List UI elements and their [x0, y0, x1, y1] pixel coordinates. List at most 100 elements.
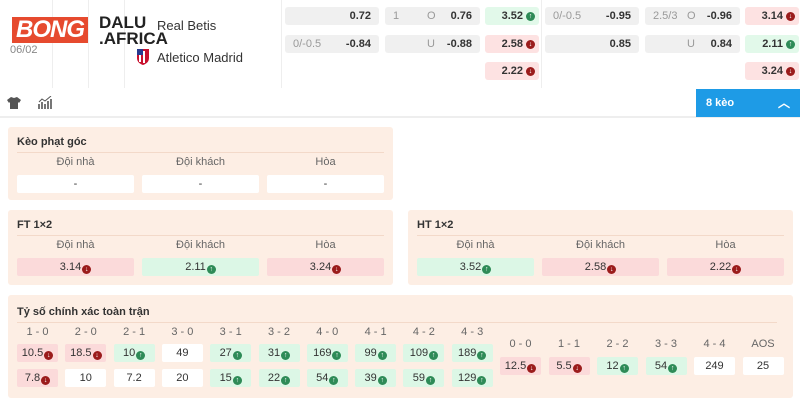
- score-odds-cell[interactable]: 12 ↑: [597, 357, 638, 375]
- odds-value: 7.8: [24, 372, 41, 384]
- odds-value: 10: [122, 347, 136, 359]
- score-odds-cell[interactable]: 39 ↑: [355, 369, 397, 387]
- score-odds-cell[interactable]: 22 ↑: [258, 369, 300, 387]
- odds-value: 12: [606, 360, 619, 372]
- divider: [52, 0, 53, 88]
- odds-value: 3.24: [309, 261, 332, 273]
- score-odds-cell[interactable]: 25: [742, 357, 784, 375]
- odds-value: 2.22: [501, 65, 523, 77]
- odds-value: 18.5: [70, 347, 92, 359]
- column-label: Đội nhà: [56, 156, 95, 168]
- odds-line: 1: [393, 10, 400, 22]
- odds-value: 189: [458, 347, 477, 359]
- score-odds-cell[interactable]: 12.5 ↓: [500, 357, 541, 375]
- odds-cell[interactable]: 2.11 ↑: [142, 258, 259, 276]
- score-label: 4 - 3: [461, 326, 484, 338]
- odds-value: 12.5: [504, 360, 527, 372]
- arrow-up-icon: ↑: [477, 351, 487, 360]
- score-odds-cell[interactable]: 10.5 ↓: [17, 344, 58, 362]
- odds-cell[interactable]: 3.52 ↑: [417, 258, 534, 276]
- score-odds-cell[interactable]: 27 ↑: [210, 344, 252, 362]
- score-odds-cell[interactable]: 7.8 ↓: [17, 369, 58, 387]
- odds-cell[interactable]: 2.58 ↓: [485, 35, 539, 53]
- odds-value: -0.95: [605, 10, 631, 22]
- arrow-down-icon: ↓: [526, 66, 535, 76]
- arrow-up-icon: ↑: [329, 376, 339, 385]
- odds-value: 169: [313, 347, 332, 359]
- odds-cell[interactable]: 2.58 ↓: [542, 258, 659, 276]
- odds-cell[interactable]: -: [267, 175, 384, 193]
- odds-cell[interactable]: 0/-0.5 -0.95: [545, 7, 639, 25]
- odds-cell[interactable]: 3.52 ↑: [485, 7, 539, 25]
- odds-cell[interactable]: 2.5/3 O -0.96: [645, 7, 740, 25]
- score-odds-cell[interactable]: 169 ↑: [306, 344, 348, 362]
- divider: [417, 235, 784, 236]
- odds-cell[interactable]: -: [17, 175, 134, 193]
- correct-score-panel: Tỷ số chính xác toàn trận 1 - 0 10.5 ↓ 7.8 ↓ 2…: [8, 295, 793, 398]
- odds-cell[interactable]: -: [142, 175, 259, 193]
- odds-side: O: [427, 10, 436, 22]
- score-odds-cell[interactable]: 7.2: [113, 369, 155, 387]
- score-odds-cell[interactable]: 5.5 ↓: [548, 357, 590, 375]
- odds-cell[interactable]: 1 O 0.76: [385, 7, 480, 25]
- odds-cell[interactable]: 0.72: [285, 7, 379, 25]
- odds-line: 0/-0.5: [553, 10, 582, 22]
- score-odds-cell[interactable]: 189 ↑: [451, 344, 493, 362]
- score-label: 4 - 4: [703, 338, 726, 350]
- score-odds-cell[interactable]: 49: [161, 344, 203, 362]
- odds-cell[interactable]: 3.14 ↓: [17, 258, 134, 276]
- score-odds-cell[interactable]: 54 ↑: [645, 357, 687, 375]
- odds-cell[interactable]: U -0.88: [385, 35, 480, 53]
- score-odds-cell[interactable]: 31 ↑: [258, 344, 300, 362]
- column-label: Hòa: [315, 156, 336, 168]
- odds-cell[interactable]: 0.85: [545, 35, 639, 53]
- divider: [541, 0, 542, 88]
- score-label: 3 - 3: [654, 338, 677, 350]
- odds-cell[interactable]: 2.11 ↑: [745, 35, 799, 53]
- score-odds-cell[interactable]: 99 ↑: [355, 344, 397, 362]
- arrow-up-icon: ↑: [426, 376, 436, 385]
- odds-cell[interactable]: 2.22 ↓: [485, 62, 539, 80]
- more-bets-label: 8 kèo: [706, 97, 735, 109]
- odds-value: 5.5: [556, 360, 572, 372]
- more-bets-button[interactable]: 8 kèo ︿: [696, 89, 800, 117]
- score-odds-cell[interactable]: 109 ↑: [403, 344, 445, 362]
- column-label: Đội khách: [176, 239, 225, 251]
- score-odds-cell[interactable]: 249: [694, 357, 735, 375]
- arrow-down-icon: ↓: [732, 265, 742, 274]
- odds-value: -: [198, 178, 203, 190]
- score-odds-cell[interactable]: 18.5 ↓: [65, 344, 107, 362]
- odds-value: 25: [756, 360, 770, 372]
- divider: [17, 152, 384, 153]
- odds-cell[interactable]: U 0.84: [645, 35, 740, 53]
- score-odds-cell[interactable]: 20: [161, 369, 203, 387]
- away-team[interactable]: Atletico Madrid: [157, 50, 243, 65]
- odds-value: 109: [409, 347, 429, 359]
- score-label: AOS: [751, 338, 775, 350]
- corner-panel: Kèo phạt góc Đội nhà - Đội khách - Hòa -: [8, 127, 393, 200]
- odds-value: 2.58: [501, 38, 523, 50]
- score-odds-cell[interactable]: 10 ↑: [113, 344, 155, 362]
- arrow-up-icon: ↑: [377, 376, 387, 385]
- odds-cell[interactable]: 2.22 ↓: [667, 258, 784, 276]
- arrow-up-icon: ↑: [136, 351, 146, 360]
- divider: [124, 0, 125, 88]
- odds-cell[interactable]: 3.24 ↓: [267, 258, 384, 276]
- logo-dalu-text: DALU: [99, 13, 147, 32]
- odds-cell[interactable]: 3.24 ↓: [745, 62, 799, 80]
- odds-value: 54: [316, 372, 329, 384]
- home-team[interactable]: Real Betis: [157, 18, 217, 33]
- arrow-up-icon: ↑: [619, 364, 629, 373]
- score-odds-cell[interactable]: 10: [65, 369, 107, 387]
- score-odds-cell[interactable]: 15 ↑: [210, 369, 252, 387]
- shirt-icon[interactable]: [7, 97, 21, 109]
- odds-value: 99: [364, 347, 377, 359]
- odds-cell[interactable]: 3.14 ↓: [745, 7, 799, 25]
- score-odds-cell[interactable]: 59 ↑: [403, 369, 445, 387]
- odds-cell[interactable]: 0/-0.5 -0.84: [285, 35, 379, 53]
- score-odds-cell[interactable]: 129 ↑: [451, 369, 493, 387]
- score-odds-cell[interactable]: 54 ↑: [306, 369, 348, 387]
- arrow-up-icon: ↑: [429, 351, 439, 360]
- logo-bong: BONG: [12, 17, 88, 43]
- stats-icon[interactable]: [38, 96, 53, 109]
